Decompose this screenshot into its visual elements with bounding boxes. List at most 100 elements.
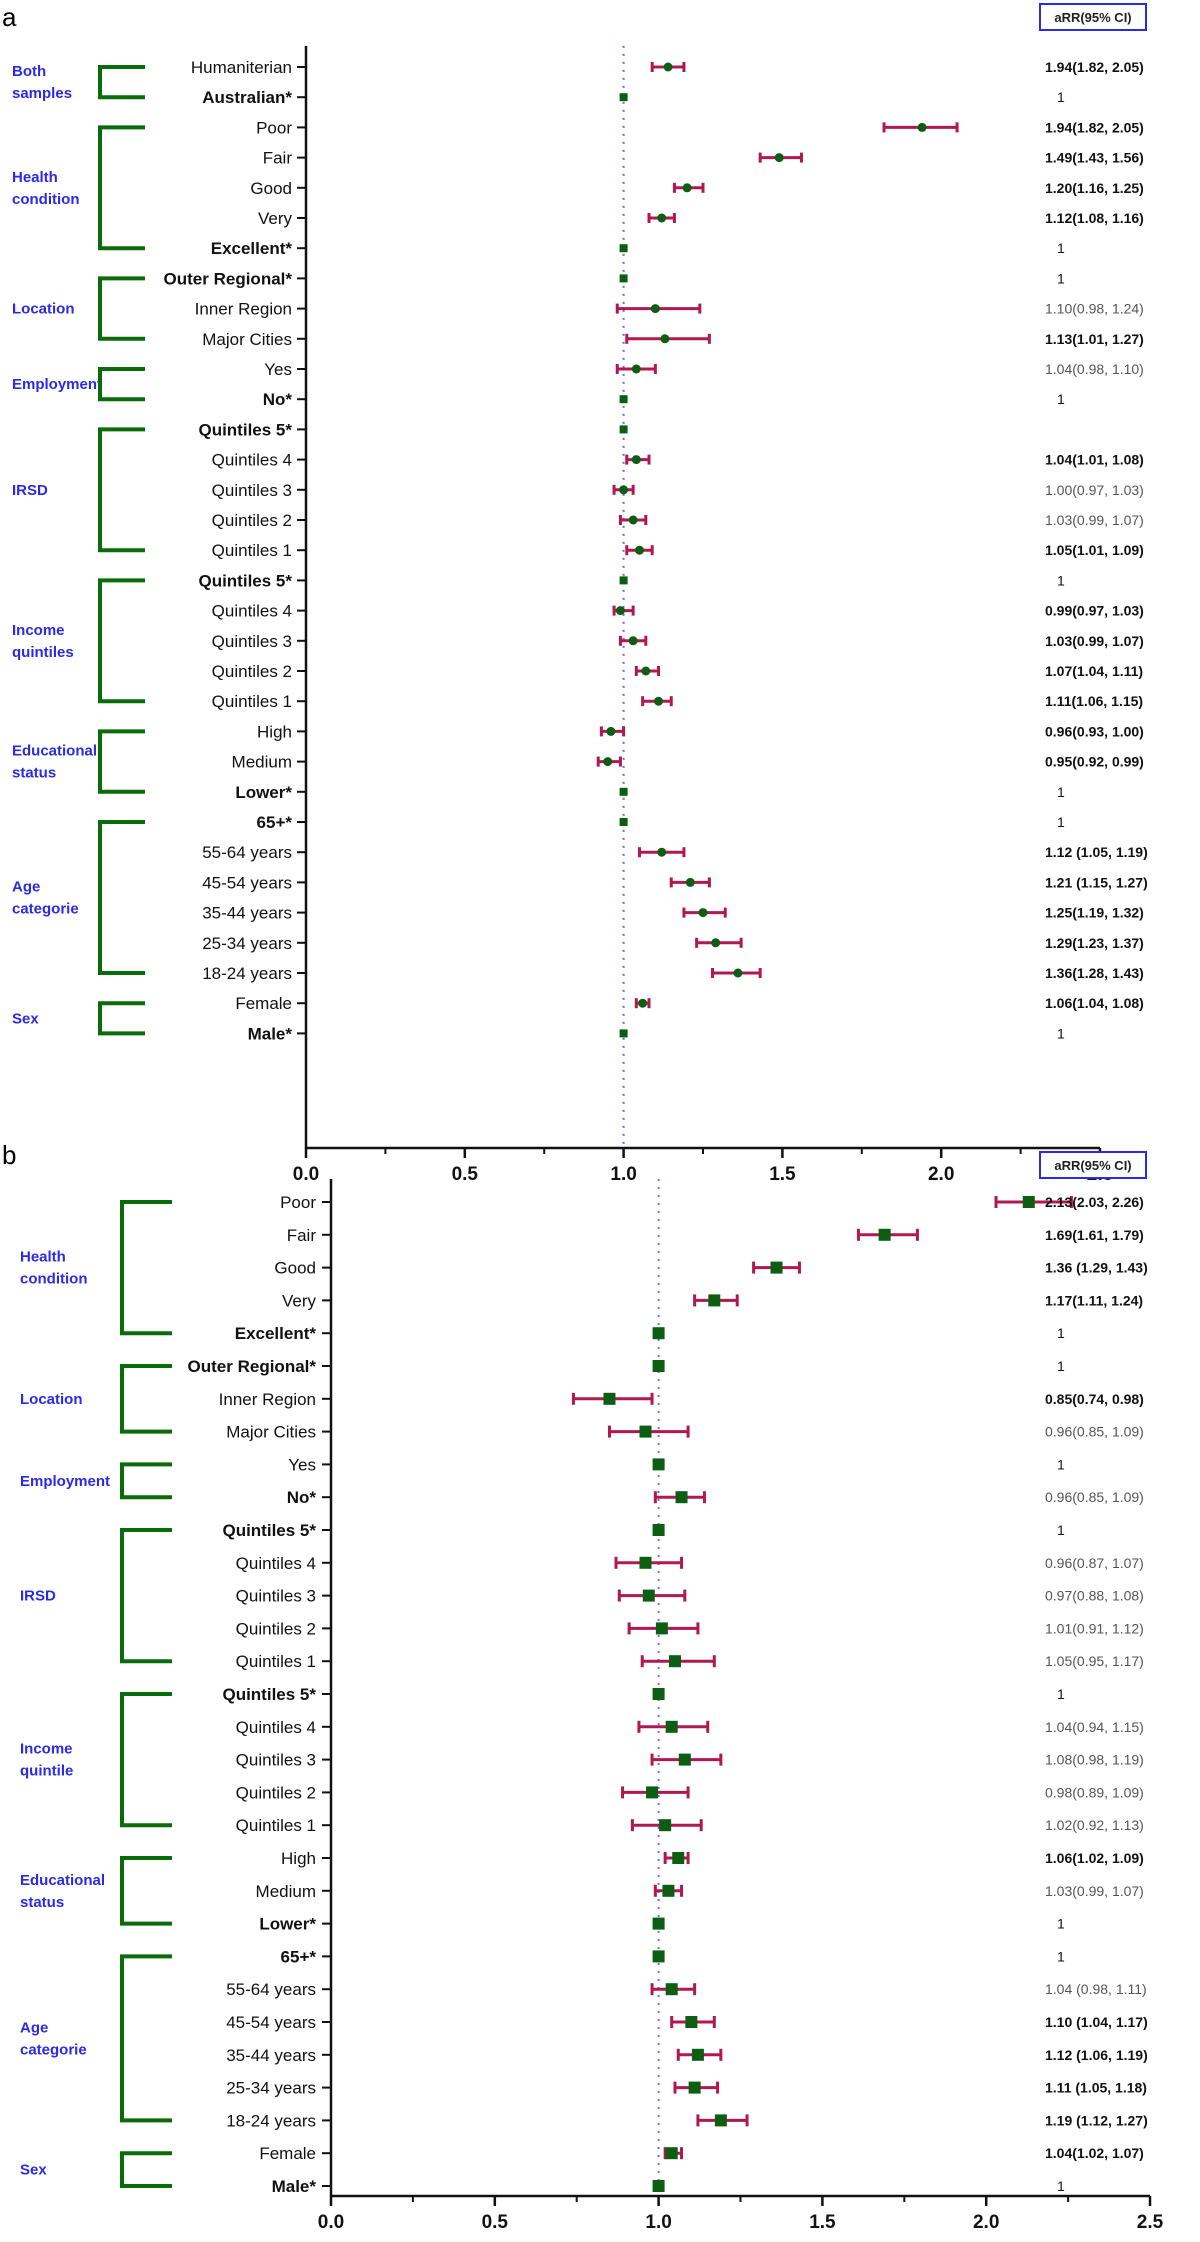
row-label: 25-34 years (202, 934, 292, 953)
group-bracket (120, 1954, 172, 2123)
ci-header-box (1039, 1151, 1147, 1179)
point-estimate (708, 1294, 721, 1307)
point-estimate (652, 1360, 665, 1372)
point-estimate (638, 998, 648, 1008)
point-estimate (631, 455, 641, 465)
group-label: Location (12, 301, 75, 318)
ci-value-text: 1 (1057, 1456, 1065, 1472)
row-label: Quintiles 4 (236, 1718, 316, 1737)
ci-value-text: 1.13(1.01, 1.27) (1045, 331, 1144, 347)
group-label: Age (20, 2019, 48, 2036)
row-label: Quintiles 4 (236, 1554, 316, 1573)
point-estimate (774, 153, 784, 163)
point-estimate (688, 2081, 701, 2094)
row-label: Fair (263, 149, 293, 168)
ci-value-text: 1.10(0.98, 1.24) (1045, 301, 1144, 317)
ci-value-text: 0.99(0.97, 1.03) (1045, 603, 1144, 619)
ci-value-text: 1.36 (1.29, 1.43) (1045, 1260, 1148, 1276)
group-label: Income (12, 622, 65, 639)
row-label: No* (263, 390, 293, 409)
point-estimate (698, 908, 708, 918)
row-label: Quintiles 5* (198, 420, 292, 439)
row-label: Medium (256, 1882, 316, 1901)
group-label: condition (20, 1271, 88, 1288)
ci-header-label: aRR(95% CI) (1054, 1158, 1131, 1173)
point-estimate (917, 122, 927, 132)
point-estimate (1022, 1196, 1035, 1208)
group-label: Employment (12, 376, 102, 393)
ci-value-text: 1 (1057, 240, 1065, 256)
group-label: Both (12, 63, 46, 80)
group-label: Educational (12, 743, 97, 760)
row-label: 65+* (281, 1947, 317, 1966)
group-bracket (98, 729, 145, 794)
group-bracket (120, 1462, 172, 1500)
x-tick-label: 1.0 (645, 2212, 671, 2233)
row-label: 25-34 years (226, 2079, 316, 2098)
row-label: Lower* (259, 1915, 316, 1934)
ci-value-text: 1.21 (1.15, 1.27) (1045, 874, 1148, 890)
row-label: Quintiles 2 (212, 511, 292, 530)
point-estimate (663, 62, 673, 72)
group-bracket (98, 125, 145, 251)
x-tick-label: 1.5 (769, 1164, 796, 1185)
ci-value-text: 1 (1057, 1025, 1065, 1041)
ci-value-text: 1.20(1.16, 1.25) (1045, 180, 1144, 196)
point-estimate (652, 1950, 665, 1963)
row-label: Quintiles 4 (212, 602, 292, 621)
ci-value-text: 0.85(0.74, 0.98) (1045, 1391, 1144, 1407)
x-tick-label: 0.5 (452, 1164, 479, 1185)
point-estimate (652, 1458, 665, 1471)
point-estimate (619, 395, 628, 404)
point-estimate (619, 244, 628, 253)
ci-value-text: 1.11 (1.05, 1.18) (1045, 2080, 1147, 2096)
ci-value-text: 1 (1057, 1522, 1065, 1538)
group-label: Health (20, 1249, 66, 1266)
row-label: Quintiles 1 (236, 1652, 316, 1671)
row-label: Australian* (202, 88, 292, 107)
point-estimate (619, 787, 628, 796)
ci-value-text: 1 (1057, 572, 1065, 588)
ci-value-text: 2.13(2.03, 2.26) (1045, 1194, 1144, 1210)
ci-value-text: 1 (1057, 814, 1065, 830)
row-label: High (281, 1849, 316, 1868)
ci-value-text: 0.96(0.85, 1.09) (1045, 1489, 1144, 1505)
ci-value-text: 1 (1057, 1686, 1065, 1702)
row-label: Male* (248, 1024, 293, 1043)
row-label: Yes (288, 1455, 316, 1474)
ci-value-text: 1.05(1.01, 1.09) (1045, 542, 1144, 558)
ci-value-text: 1.36(1.28, 1.43) (1045, 965, 1144, 981)
row-label: 18-24 years (202, 964, 292, 983)
ci-value-text: 1.01(0.91, 1.12) (1045, 1620, 1144, 1636)
point-estimate (878, 1228, 891, 1241)
group-bracket (120, 1528, 172, 1664)
point-estimate (711, 938, 721, 948)
ci-value-text: 1.94(1.82, 2.05) (1045, 59, 1144, 75)
ci-value-text: 1.49(1.43, 1.56) (1045, 150, 1144, 166)
group-label: Sex (12, 1010, 39, 1027)
row-label: 45-54 years (226, 2013, 316, 2032)
group-label: IRSD (20, 1588, 56, 1605)
ci-value-text: 1.06(1.04, 1.08) (1045, 995, 1144, 1011)
group-bracket (120, 1200, 172, 1336)
point-estimate (691, 2048, 704, 2061)
point-estimate (646, 1786, 659, 1799)
row-label: Humaniterian (191, 58, 292, 77)
x-tick-label: 2.0 (928, 1164, 954, 1185)
row-label: Yes (264, 360, 292, 379)
ci-value-text: 1.12(1.08, 1.16) (1045, 210, 1144, 226)
point-estimate (655, 1622, 668, 1635)
row-label: Inner Region (219, 1390, 316, 1409)
point-estimate (603, 757, 613, 767)
group-label: Sex (20, 2162, 47, 2179)
point-estimate (675, 1491, 688, 1504)
point-estimate (628, 636, 638, 646)
ci-value-text: 1.08(0.98, 1.19) (1045, 1752, 1144, 1768)
point-estimate (685, 2016, 698, 2028)
row-label: Outer Regional* (164, 269, 293, 288)
row-label: Quintiles 5* (198, 571, 292, 590)
ci-value-text: 1.00(0.97, 1.03) (1045, 482, 1144, 498)
ci-value-text: 1.04 (0.98, 1.11) (1045, 1981, 1147, 1997)
ci-value-text: 1.04(0.94, 1.15) (1045, 1719, 1144, 1735)
